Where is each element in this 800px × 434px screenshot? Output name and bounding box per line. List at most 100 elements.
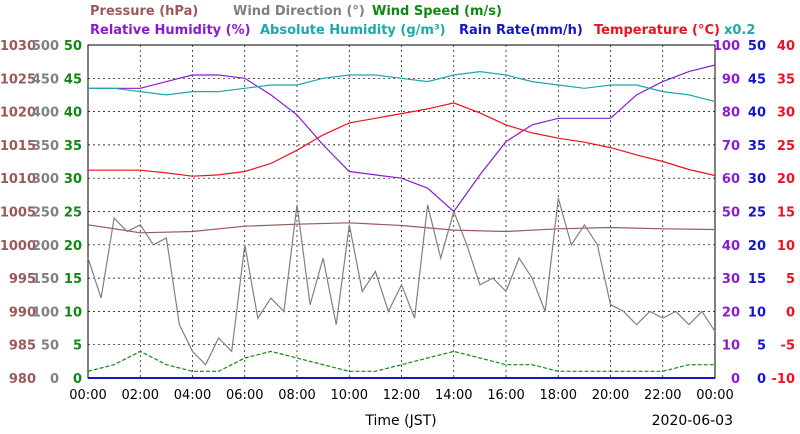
- right-axis-ticks: 0102030405060708090100051015202530354045…: [713, 39, 795, 387]
- legend-temperature: Temperature (°C): [594, 23, 720, 38]
- legend-absolute-humidity: Absolute Humidity (g/m³): [260, 23, 446, 38]
- left-tick-label: 990: [9, 305, 36, 320]
- right-tick-label: 15: [777, 206, 795, 221]
- left-tick-label: 1020: [0, 106, 36, 121]
- x-tick-label: 10:00: [331, 388, 368, 403]
- right-tick-label: 35: [777, 72, 795, 87]
- right-tick-label: 60: [722, 172, 740, 187]
- left-tick-label: 50: [64, 39, 82, 54]
- x-tick-label: 20:00: [592, 388, 629, 403]
- x-tick-label: 16:00: [487, 388, 524, 403]
- left-tick-label: 15: [64, 272, 82, 287]
- left-tick-label: 985: [9, 339, 36, 354]
- left-tick-label: 10: [64, 305, 82, 320]
- x-axis-ticks: 00:00 02:00 04:00 06:00 08:00 10:00 12:00 14:00…: [69, 388, 733, 403]
- left-tick-label: 1005: [0, 206, 36, 221]
- right-tick-label: -10: [772, 372, 796, 387]
- legend-rain-rate: Rain Rate(mm/h): [459, 23, 583, 38]
- right-tick-label: 100: [713, 39, 740, 54]
- right-tick-label: 30: [748, 172, 766, 187]
- right-tick-label: 25: [777, 139, 795, 154]
- left-tick-label: 250: [32, 206, 59, 221]
- right-tick-label: 40: [748, 106, 766, 121]
- right-tick-label: 30: [722, 272, 740, 287]
- x-tick-label: 04:00: [174, 388, 211, 403]
- left-tick-label: 400: [32, 106, 59, 121]
- x-tick-label: 00:00: [696, 388, 733, 403]
- left-tick-label: 200: [32, 239, 59, 254]
- left-tick-label: 500: [32, 39, 59, 54]
- left-tick-label: 300: [32, 172, 59, 187]
- right-tick-label: 15: [748, 272, 766, 287]
- series-line-temp: [88, 102, 716, 177]
- grid-lines: [88, 45, 715, 378]
- legend-relative-humidity: Relative Humidity (%): [90, 23, 251, 38]
- left-tick-label: 45: [64, 72, 82, 87]
- left-tick-label: 150: [32, 272, 59, 287]
- left-tick-label: 100: [32, 305, 59, 320]
- right-tick-label: 35: [748, 139, 766, 154]
- left-tick-label: 20: [64, 239, 82, 254]
- left-tick-label: 1000: [0, 239, 36, 254]
- right-tick-label: 5: [757, 339, 766, 354]
- right-tick-label: 5: [786, 272, 795, 287]
- x-tick-label: 06:00: [226, 388, 263, 403]
- right-tick-label: 0: [731, 372, 740, 387]
- chart-date: 2020-06-03: [652, 413, 733, 429]
- series-line-rh: [88, 70, 716, 103]
- left-tick-label: 1025: [0, 72, 36, 87]
- series-line-rh: [88, 64, 716, 213]
- left-tick-label: 25: [64, 206, 82, 221]
- right-tick-label: 90: [722, 72, 740, 87]
- left-tick-label: 30: [64, 172, 82, 187]
- left-tick-label: 5: [73, 339, 82, 354]
- legend-abs-humidity-scale: x0.2: [724, 23, 755, 38]
- legend-row-2: Relative Humidity (%) Absolute Humidity …: [90, 23, 755, 38]
- right-tick-label: 10: [777, 239, 795, 254]
- legend-wind-speed: Wind Speed (m/s): [372, 4, 502, 19]
- left-tick-label: 350: [32, 139, 59, 154]
- right-tick-label: 20: [722, 305, 740, 320]
- left-axis-ticks: 9809859909951000100510101015102010251030…: [0, 39, 82, 387]
- right-tick-label: 20: [777, 172, 795, 187]
- series-line-direction: [87, 198, 716, 366]
- left-tick-label: 1030: [0, 39, 36, 54]
- left-tick-label: 0: [50, 372, 59, 387]
- right-tick-label: 45: [748, 72, 766, 87]
- left-tick-label: 40: [64, 106, 82, 121]
- series-line-speed: [87, 350, 715, 372]
- right-tick-label: 70: [722, 139, 740, 154]
- right-tick-label: -5: [781, 339, 795, 354]
- series-layer: [87, 64, 716, 379]
- right-tick-label: 25: [748, 206, 766, 221]
- right-tick-label: 40: [722, 239, 740, 254]
- right-tick-label: 50: [748, 39, 766, 54]
- right-tick-label: 20: [748, 239, 766, 254]
- left-tick-label: 1015: [0, 139, 36, 154]
- series-line-pressure: [87, 222, 716, 234]
- left-tick-label: 995: [9, 272, 36, 287]
- x-axis-label: Time (JST): [364, 413, 436, 429]
- x-tick-label: 08:00: [278, 388, 315, 403]
- x-tick-label: 02:00: [122, 388, 159, 403]
- x-tick-label: 22:00: [644, 388, 681, 403]
- right-tick-label: 80: [722, 106, 740, 121]
- left-tick-label: 0: [73, 372, 82, 387]
- left-tick-label: 450: [32, 72, 59, 87]
- legend-row-1: Pressure (hPa) Wind Direction (°) Wind S…: [90, 4, 502, 19]
- right-tick-label: 0: [757, 372, 766, 387]
- right-tick-label: 0: [786, 305, 795, 320]
- x-tick-label: 12:00: [383, 388, 420, 403]
- left-tick-label: 1010: [0, 172, 36, 187]
- legend-pressure: Pressure (hPa): [90, 4, 198, 19]
- left-tick-label: 980: [9, 372, 36, 387]
- left-tick-label: 50: [41, 339, 59, 354]
- right-tick-label: 10: [748, 305, 766, 320]
- legend-wind-direction: Wind Direction (°): [233, 4, 365, 19]
- x-tick-label: 00:00: [69, 388, 106, 403]
- right-tick-label: 40: [777, 39, 795, 54]
- right-tick-label: 10: [722, 339, 740, 354]
- x-tick-label: 14:00: [435, 388, 472, 403]
